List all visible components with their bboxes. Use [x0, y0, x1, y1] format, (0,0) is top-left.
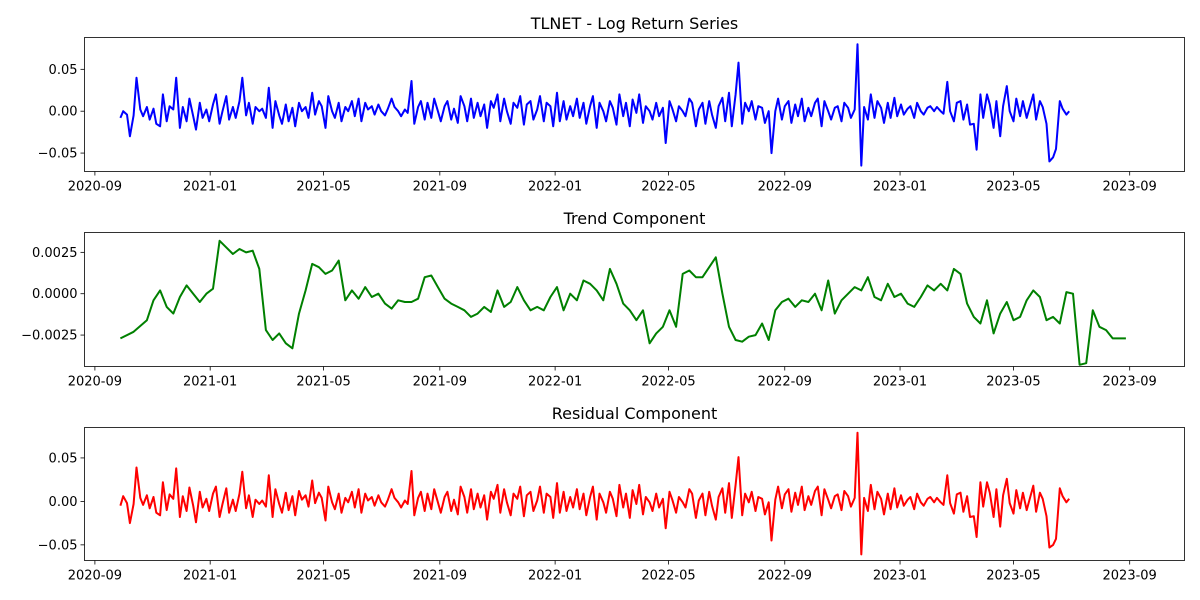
x-tick-label: 2022-09	[758, 375, 812, 390]
series-line	[119, 239, 1126, 366]
trend-panel: Trend Component 2020-09 2021-01 2021-05 202…	[21, 209, 1185, 390]
x-tick-label: 2022-05	[641, 569, 695, 584]
y-tick-label: −0.05	[38, 538, 78, 553]
y-tick-label: 0.00	[49, 495, 78, 510]
x-tick-label: 2021-09	[413, 180, 467, 195]
x-tick-label: 2020-09	[68, 180, 122, 195]
y-tick-label: 0.05	[49, 63, 78, 78]
x-tick-label: 2020-09	[68, 569, 122, 584]
y-tick-label: 0.05	[49, 451, 78, 466]
x-tick-label: 2022-09	[758, 569, 812, 584]
x-tick-label: 2022-01	[528, 569, 582, 584]
x-tick-label: 2021-01	[183, 375, 237, 390]
x-tick-label: 2023-09	[1103, 569, 1157, 584]
x-tick-label: 2021-09	[413, 569, 467, 584]
trend-plot-area: 2020-09 2021-01 2021-05 2021-09 2022-01 2022-…	[21, 239, 1157, 390]
y-tick-label: 0.0025	[32, 246, 78, 261]
log-return-panel: TLNET - Log Return Series 2020-09 2021-01…	[38, 14, 1185, 195]
x-tick-label: 2021-05	[296, 180, 350, 195]
plot-frame	[84, 37, 1185, 172]
x-tick-label: 2020-09	[68, 375, 122, 390]
x-tick-label: 2022-05	[641, 180, 695, 195]
x-tick-label: 2021-05	[296, 569, 350, 584]
log-return-plot-area: 2020-09 2021-01 2021-05 2021-09 2022-01 2022-…	[38, 43, 1157, 195]
panel-title: Residual Component	[552, 404, 718, 423]
x-tick-label: 2023-09	[1103, 180, 1157, 195]
plot-frame	[84, 232, 1185, 367]
x-tick-label: 2023-01	[873, 180, 927, 195]
x-tick-label: 2023-01	[873, 569, 927, 584]
y-tick-label: −0.05	[38, 147, 78, 162]
series-line	[119, 431, 1070, 556]
x-tick-label: 2023-09	[1103, 375, 1157, 390]
x-tick-label: 2021-05	[296, 375, 350, 390]
y-tick-label: 0.00	[49, 105, 78, 120]
y-tick-label: −0.0025	[21, 329, 77, 344]
plot-frame	[84, 427, 1185, 561]
x-tick-label: 2023-05	[986, 569, 1040, 584]
x-tick-label: 2022-05	[641, 375, 695, 390]
y-tick-label: 0.0000	[32, 287, 78, 302]
x-tick-label: 2021-09	[413, 375, 467, 390]
x-tick-label: 2021-01	[183, 569, 237, 584]
panel-title: Trend Component	[563, 209, 706, 228]
x-tick-label: 2023-05	[986, 180, 1040, 195]
x-tick-label: 2021-01	[183, 180, 237, 195]
residual-plot-area: 2020-09 2021-01 2021-05 2021-09 2022-01 2022-…	[38, 431, 1157, 584]
panel-title: TLNET - Log Return Series	[530, 14, 739, 33]
series-line	[119, 43, 1070, 167]
x-tick-label: 2023-01	[873, 375, 927, 390]
residual-panel: Residual Component 2020-09 2021-01 2021-05…	[38, 404, 1185, 584]
x-tick-label: 2023-05	[986, 375, 1040, 390]
x-tick-label: 2022-09	[758, 180, 812, 195]
x-tick-label: 2022-01	[528, 180, 582, 195]
x-tick-label: 2022-01	[528, 375, 582, 390]
